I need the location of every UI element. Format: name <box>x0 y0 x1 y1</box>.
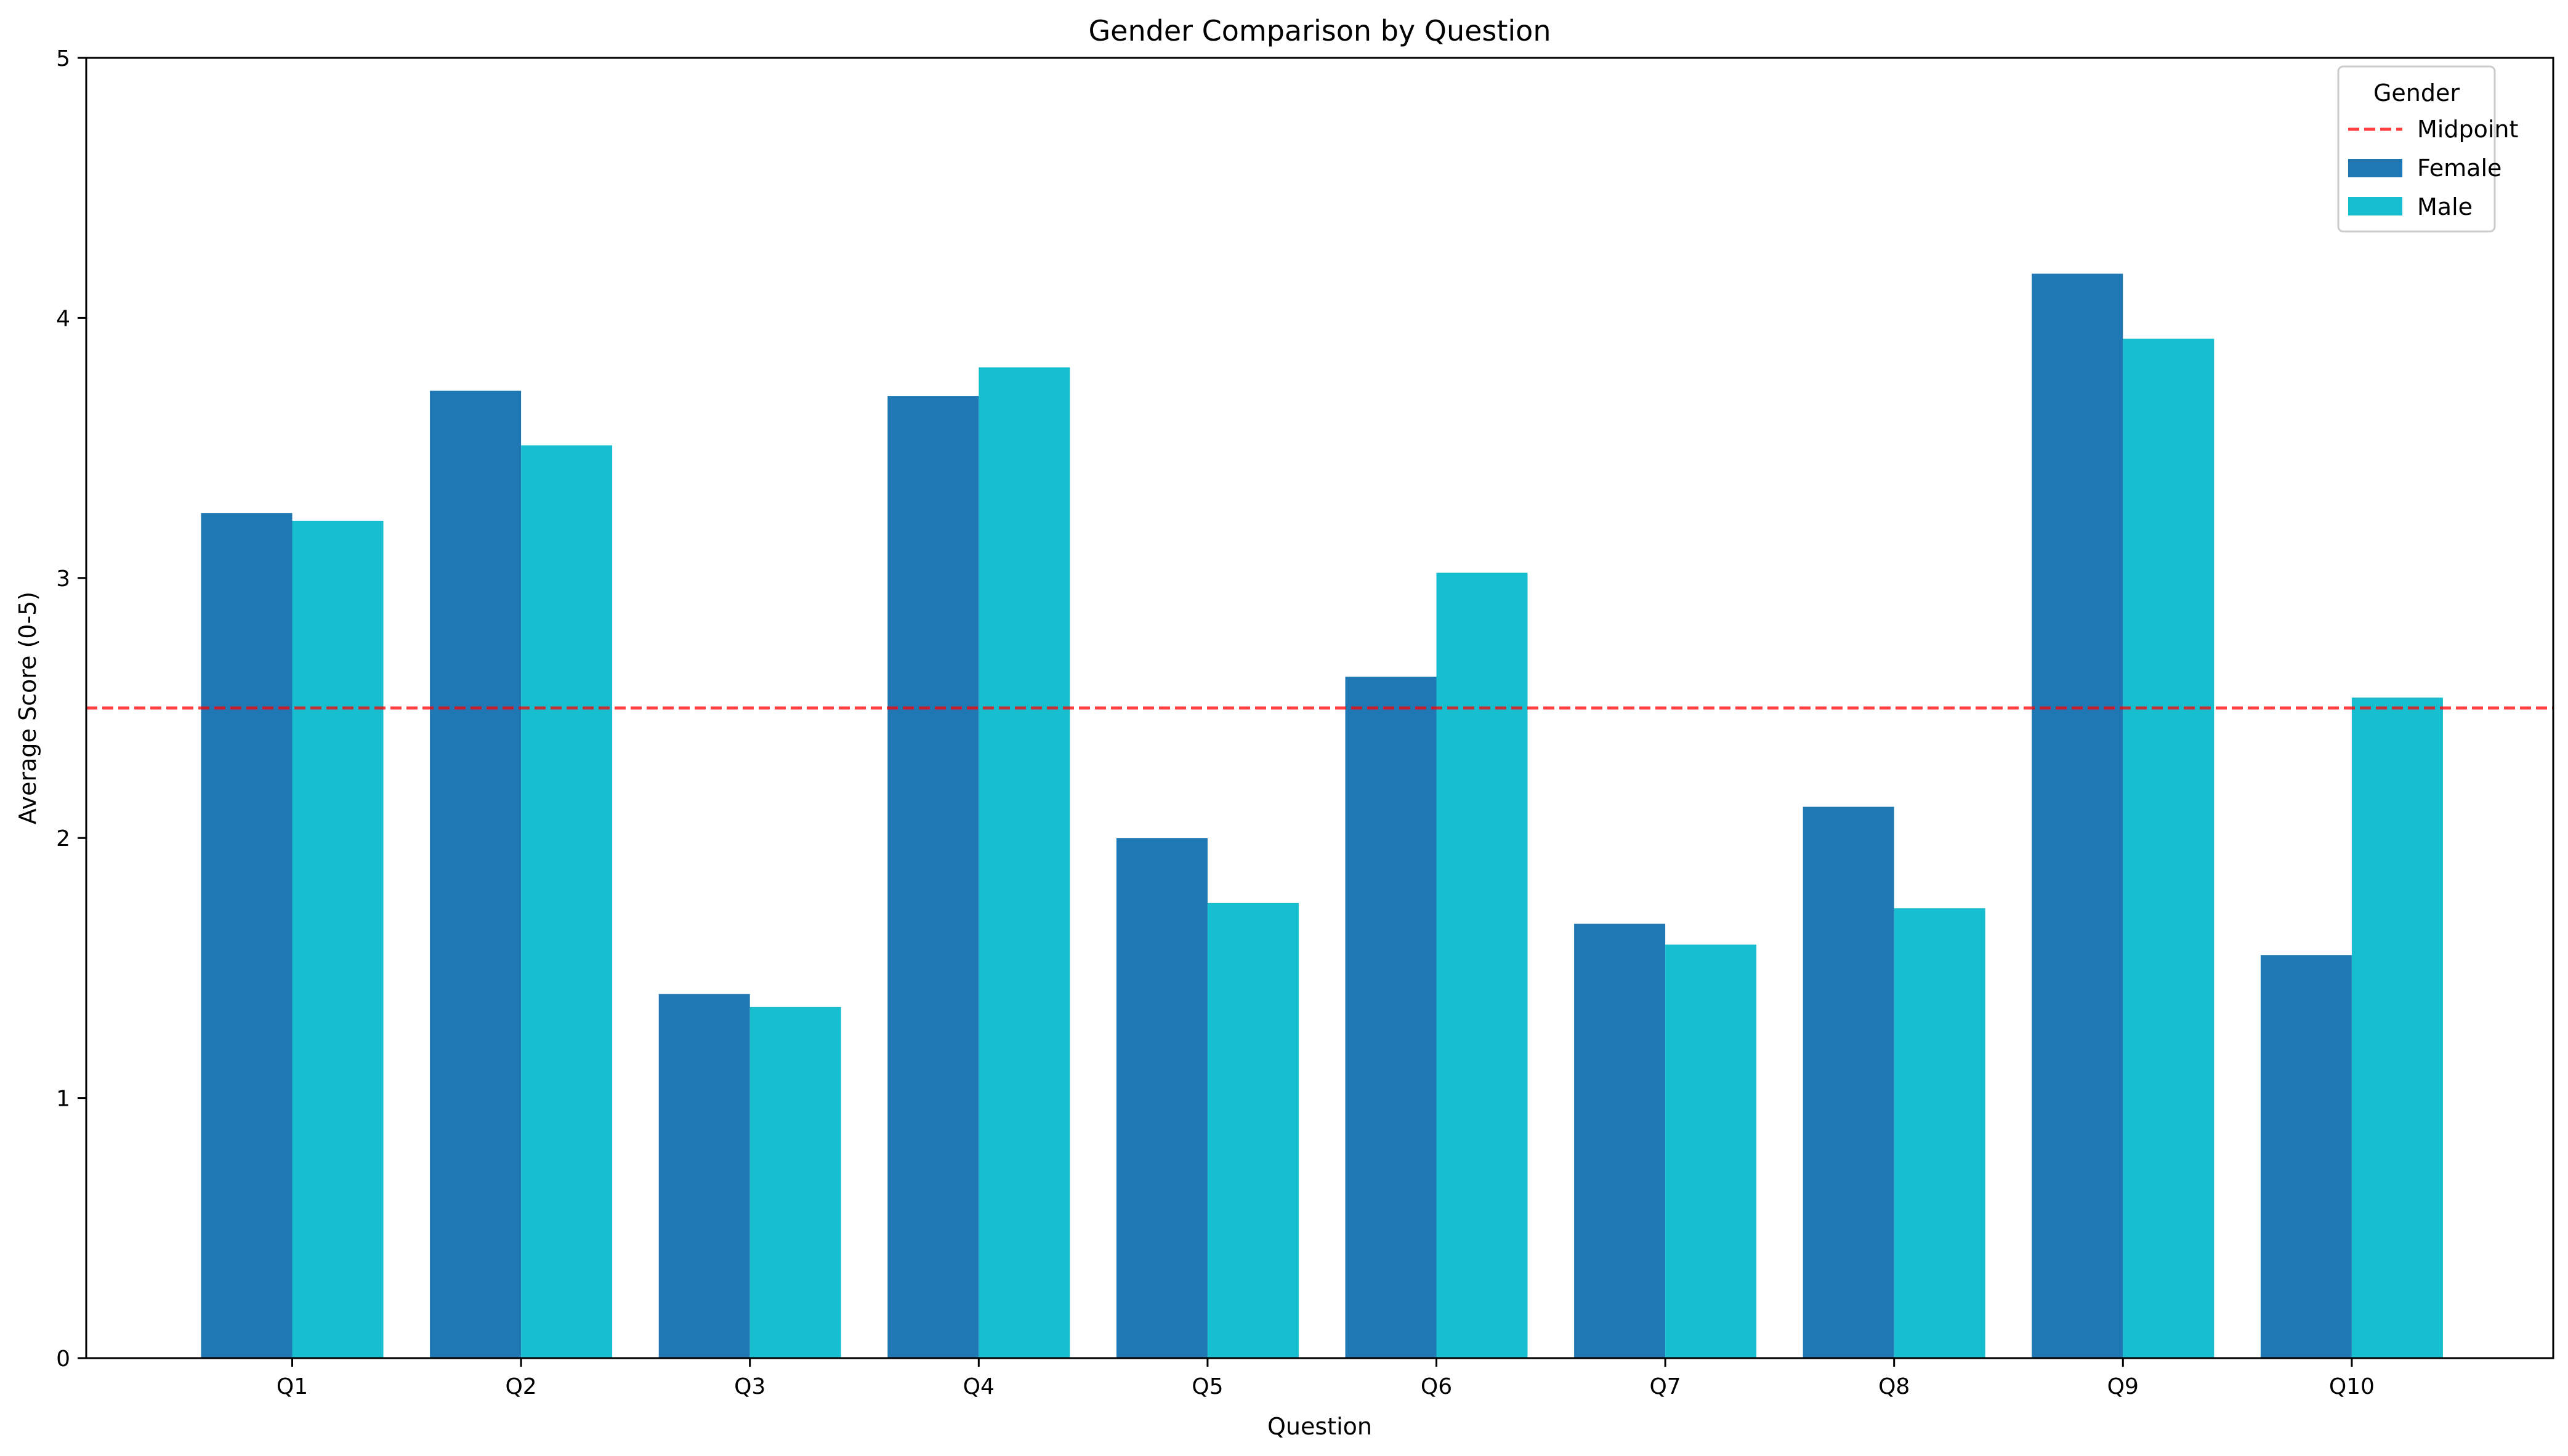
bar-female-q2 <box>430 390 522 1358</box>
bar-male-q5 <box>1207 903 1299 1358</box>
bar-female-q1 <box>201 513 293 1359</box>
bar-male-q10 <box>2351 698 2443 1358</box>
x-tick-label-q9: Q9 <box>2107 1374 2139 1399</box>
bar-female-q7 <box>1574 923 1666 1358</box>
legend-female-swatch <box>2348 159 2402 177</box>
y-tick-label: 2 <box>56 826 70 851</box>
x-tick-label-q6: Q6 <box>1421 1374 1452 1399</box>
x-tick-label-q4: Q4 <box>963 1374 995 1399</box>
y-tick-label: 4 <box>56 306 70 331</box>
bar-male-q2 <box>521 445 613 1358</box>
y-tick-label: 0 <box>56 1346 70 1372</box>
bar-male-q8 <box>1894 908 1985 1358</box>
x-tick-label-q3: Q3 <box>734 1374 765 1399</box>
x-tick-label-q8: Q8 <box>1878 1374 1910 1399</box>
y-tick-label: 1 <box>56 1087 70 1112</box>
y-axis: 0 1 2 3 4 5 <box>56 46 86 1372</box>
bar-female-q9 <box>2032 273 2123 1358</box>
bar-male-q6 <box>1436 573 1528 1358</box>
bar-male-q7 <box>1665 944 1757 1358</box>
x-axis-title: Question <box>1267 1413 1372 1440</box>
legend-title: Gender <box>2373 79 2460 107</box>
bar-female-q5 <box>1116 838 1208 1358</box>
x-tick-label-q2: Q2 <box>505 1374 536 1399</box>
x-tick-label-q10: Q10 <box>2329 1374 2375 1399</box>
bar-male-q4 <box>979 367 1070 1358</box>
y-tick-label: 5 <box>56 46 70 71</box>
x-tick-label-q5: Q5 <box>1192 1374 1223 1399</box>
bar-female-q8 <box>1803 806 1894 1358</box>
x-tick-label-q1: Q1 <box>277 1374 308 1399</box>
chart-title: Gender Comparison by Question <box>1089 14 1551 47</box>
bars-layer <box>201 273 2443 1359</box>
legend: Gender Midpoint Female Male <box>2337 65 2518 233</box>
bar-male-q3 <box>749 1007 841 1358</box>
bar-female-q3 <box>658 994 750 1358</box>
legend-label-female: Female <box>2417 155 2501 182</box>
y-tick-label: 3 <box>56 566 70 592</box>
x-tick-label-q7: Q7 <box>1649 1374 1681 1399</box>
legend-label-midpoint: Midpoint <box>2417 116 2518 143</box>
bar-male-q1 <box>292 520 384 1358</box>
y-axis-title: Average Score (0-5) <box>14 592 41 824</box>
x-axis: Q1 Q2 Q3 Q4 Q5 Q6 Q7 Q8 Q9 Q10 <box>277 1358 2375 1399</box>
bar-female-q4 <box>887 396 979 1358</box>
bar-female-q10 <box>2260 955 2352 1358</box>
plot-frame <box>85 57 2554 1359</box>
bar-female-q6 <box>1345 677 1437 1358</box>
bar-male-q9 <box>2123 339 2215 1358</box>
legend-label-male: Male <box>2417 193 2473 220</box>
legend-box <box>2337 65 2496 233</box>
legend-male-swatch <box>2348 197 2402 215</box>
